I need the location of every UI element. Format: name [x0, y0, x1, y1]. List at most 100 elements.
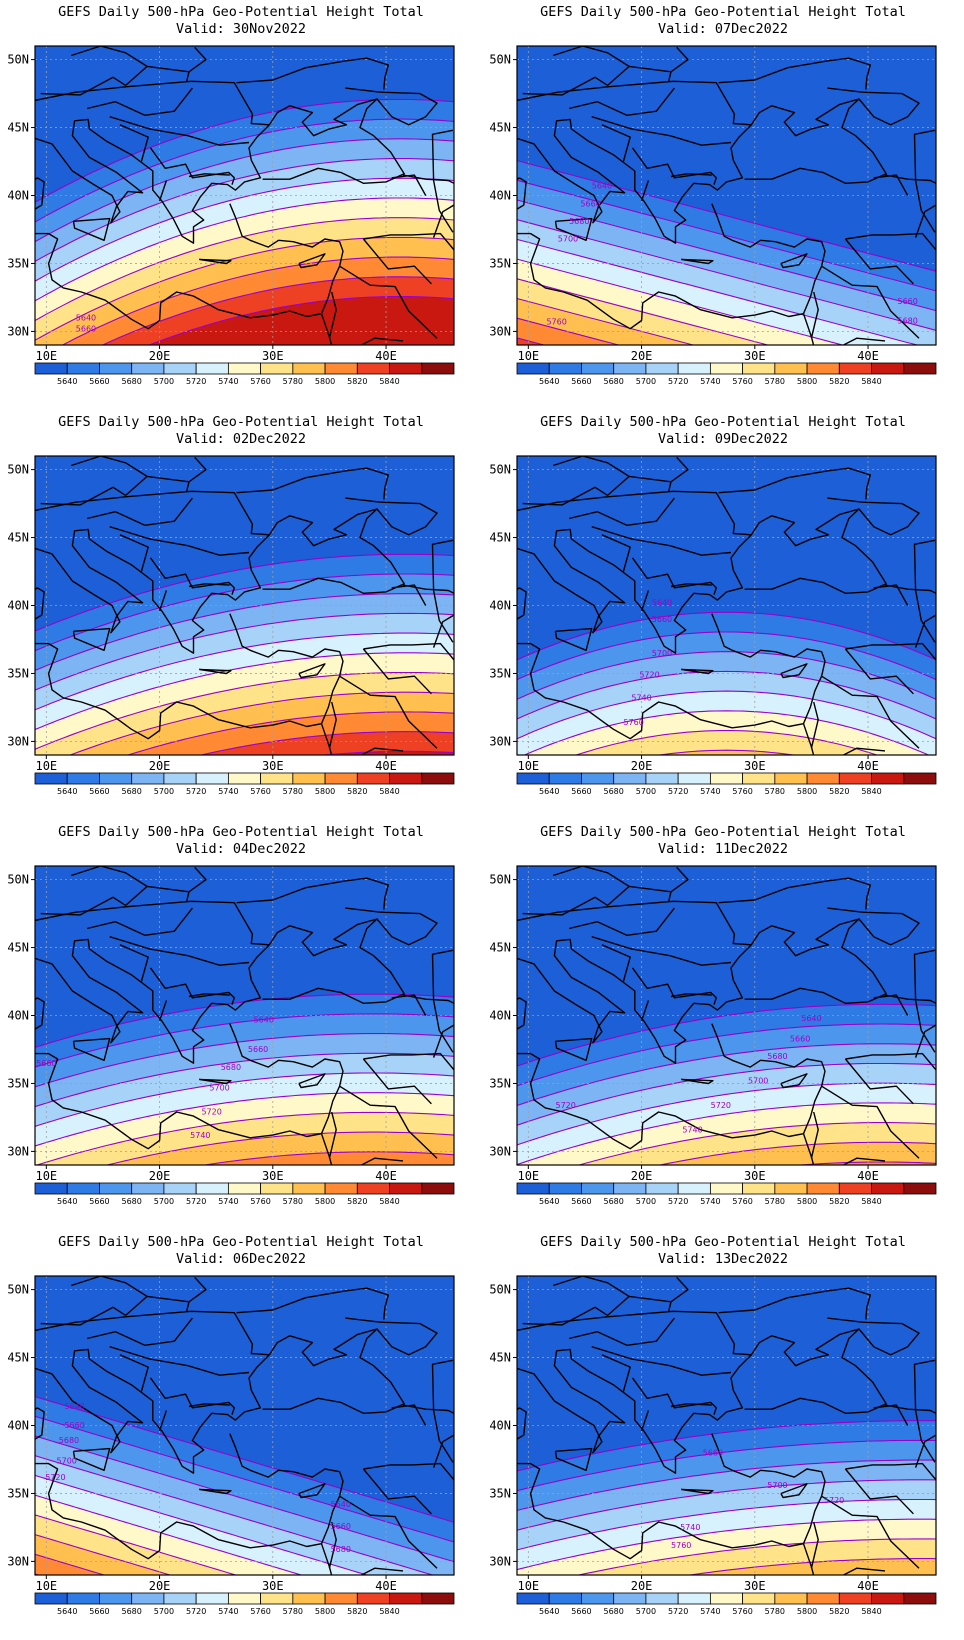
country-border — [188, 1403, 230, 1408]
colorbar-swatch — [227, 772, 262, 785]
coastline — [35, 918, 405, 1064]
contour-line-5780 — [657, 1141, 936, 1165]
contour-line-5840 — [318, 750, 454, 755]
colorbar-swatch — [324, 1182, 358, 1195]
colorbar-label: 5840 — [861, 1607, 881, 1616]
contour-line-5640 — [517, 160, 936, 272]
colorbar-label: 5740 — [700, 787, 720, 796]
colorbar-swatch — [516, 772, 550, 785]
colorbar-swatch — [66, 362, 100, 375]
contour-label: 5720 — [201, 1108, 221, 1117]
coastline — [517, 613, 826, 740]
coastline — [363, 232, 454, 251]
contour-line-5660 — [517, 631, 936, 681]
coastline — [914, 1434, 936, 1468]
country-border — [640, 1410, 650, 1432]
colorbar-swatch — [806, 1592, 840, 1605]
country-border — [158, 180, 168, 202]
contour-line-5740 — [35, 197, 454, 302]
panel-valid-date: Valid: 09Dec2022 — [657, 431, 789, 447]
contour-line-5740 — [523, 710, 930, 755]
colorbar-label: 5820 — [347, 787, 367, 796]
lon-tick-label: 20E — [631, 349, 653, 363]
coastline — [402, 174, 454, 184]
coastline — [298, 1483, 326, 1499]
lat-tick-label: 30N — [489, 1144, 511, 1158]
country-border — [362, 648, 432, 695]
colorbar-label: 5720 — [668, 787, 688, 796]
coastline — [517, 918, 887, 1064]
country-border — [601, 944, 631, 982]
colorbar-swatch — [66, 1182, 100, 1195]
colorbar-label: 5820 — [829, 1607, 849, 1616]
contour-line-5660 — [35, 573, 454, 652]
coastline — [431, 539, 454, 643]
contour-line-5680 — [517, 1459, 936, 1511]
colorbar-swatch — [548, 1592, 582, 1605]
coastline — [72, 217, 111, 241]
colorbar-swatch — [581, 1182, 615, 1195]
colorbar-swatch — [709, 362, 744, 375]
colorbar-label: 5680 — [604, 1607, 624, 1616]
coastline — [35, 508, 405, 654]
contour-line-5800 — [793, 1161, 936, 1165]
lat-tick-label: 40N — [489, 1009, 511, 1023]
country-border — [844, 648, 914, 695]
colorbar-swatch — [131, 1592, 165, 1605]
country-border — [601, 534, 631, 572]
country-border — [125, 885, 190, 906]
colorbar-swatch — [742, 362, 776, 375]
contour-label: 5700 — [57, 1457, 77, 1466]
panel-title: GEFS Daily 500-hPa Geo-Potential Height … — [58, 414, 424, 430]
lon-tick-label: 30E — [744, 1169, 766, 1183]
country-border — [119, 534, 149, 572]
country-border — [70, 866, 148, 887]
contour-label: 5740 — [190, 1131, 210, 1140]
country-border — [109, 526, 250, 556]
coastline — [345, 497, 438, 536]
colorbar-label: 5700 — [636, 377, 656, 386]
colorbar: 5640 5660 5680 5700 5720 5740 5760 5780 5800 5820… — [516, 772, 937, 796]
colorbar-swatch — [774, 1182, 808, 1195]
contour-label: 5660 — [36, 1059, 56, 1068]
colorbar-label: 5740 — [700, 1197, 720, 1206]
country-border — [149, 1377, 235, 1415]
country-border — [35, 490, 270, 536]
colorbar-swatch — [548, 772, 582, 785]
country-border — [591, 1346, 732, 1376]
colorbar-label: 5800 — [797, 377, 817, 386]
contour-line-5640 — [35, 1396, 454, 1523]
coastline — [363, 642, 454, 661]
country-border — [718, 1287, 871, 1320]
country-border — [125, 1295, 190, 1316]
contour-label: 5640 — [254, 1015, 274, 1024]
lon-tick-label: 40E — [857, 1579, 879, 1593]
country-border — [810, 701, 819, 749]
colorbar-swatch — [871, 772, 905, 785]
coastline — [780, 663, 808, 679]
coastline — [884, 994, 936, 1004]
contour-line-5760 — [574, 729, 879, 755]
contour-label: 5700 — [558, 235, 578, 244]
lat-tick-label: 30N — [489, 324, 511, 338]
coastline — [320, 1543, 404, 1575]
colorbar-swatch — [613, 1592, 647, 1605]
colorbar-label: 5640 — [57, 377, 77, 386]
colorbar-swatch — [163, 1182, 197, 1195]
country-border — [119, 944, 149, 982]
contour-line-5720 — [35, 177, 454, 282]
lat-tick-label: 35N — [7, 1076, 29, 1090]
colorbar-label: 5760 — [732, 787, 752, 796]
coastline — [199, 668, 232, 675]
lon-tick-label: 30E — [262, 759, 284, 773]
contour-line-5760 — [35, 671, 454, 750]
map-panel-7: GEFS Daily 500-hPa Geo-Potential Height … — [0, 1230, 482, 1640]
colorbar: 5640 5660 5680 5700 5720 5740 5760 5780 5800 5820… — [516, 1592, 937, 1616]
country-border — [568, 87, 675, 116]
contour-line-5800 — [61, 256, 454, 345]
country-border — [70, 456, 148, 477]
country-border — [86, 497, 193, 526]
colorbar-label: 5640 — [57, 1607, 77, 1616]
country-border — [844, 238, 914, 285]
